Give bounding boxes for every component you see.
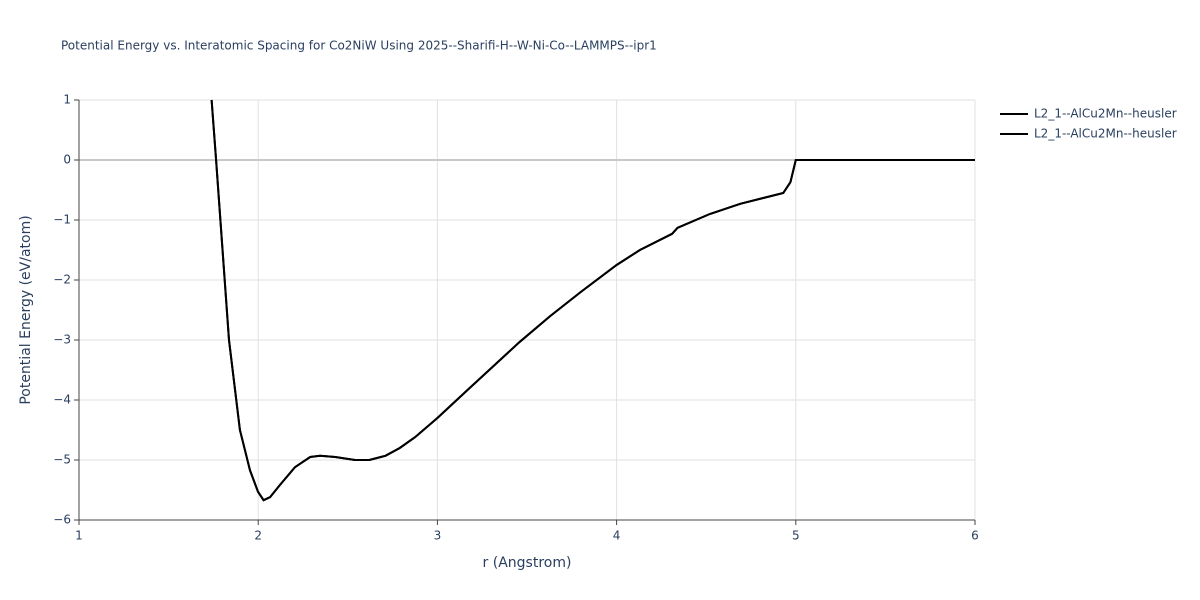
x-tick-label: 3 xyxy=(434,529,442,543)
x-tick-label: 2 xyxy=(254,529,262,543)
y-tick-label: −5 xyxy=(53,453,71,467)
legend-label: L2_1--AlCu2Mn--heusler xyxy=(1034,127,1177,141)
y-tick-label: −2 xyxy=(53,273,71,287)
y-tick-label: 1 xyxy=(63,93,71,107)
legend-label: L2_1--AlCu2Mn--heusler xyxy=(1034,107,1177,121)
x-tick-label: 1 xyxy=(75,529,83,543)
line xyxy=(210,99,975,502)
y-axis-title: Potential Energy (eV/atom) xyxy=(18,215,34,404)
x-tick-label: 6 xyxy=(971,529,979,543)
y-tick-label: −4 xyxy=(53,393,71,407)
x-axis-title: r (Angstrom) xyxy=(483,555,572,571)
x-tick-label: 5 xyxy=(792,529,800,543)
chart-title: Potential Energy vs. Interatomic Spacing… xyxy=(61,39,657,53)
y-tick-label: 0 xyxy=(63,153,71,167)
y-tick-label: −6 xyxy=(53,513,71,527)
y-tick-label: −3 xyxy=(53,333,71,347)
x-tick-label: 4 xyxy=(613,529,621,543)
y-tick-label: −1 xyxy=(53,213,71,227)
